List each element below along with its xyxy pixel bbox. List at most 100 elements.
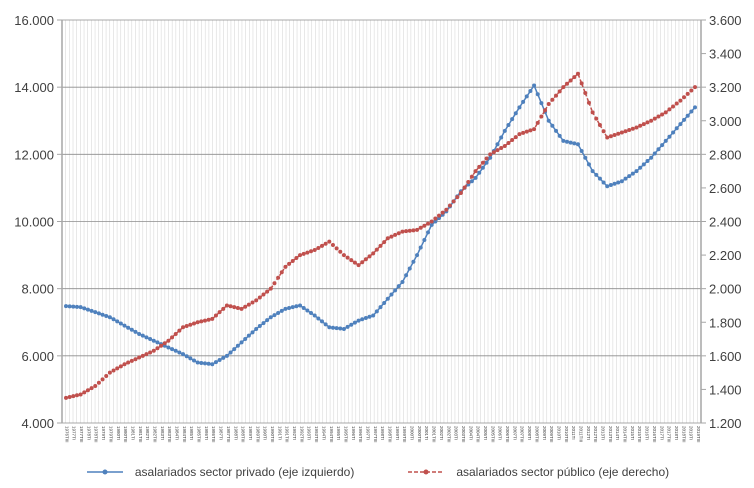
svg-text:1985TI: 1985TI (189, 426, 194, 440)
svg-text:3.400: 3.400 (709, 47, 742, 62)
svg-text:2008TIII: 2008TIII (534, 426, 539, 443)
series-public (64, 71, 697, 400)
svg-text:1989TIII: 1989TIII (255, 426, 260, 443)
legend-item-private: asalariados sector privado (eje izquierd… (85, 462, 354, 482)
svg-text:1991TIII: 1991TIII (285, 426, 290, 443)
svg-text:2015TIII: 2015TIII (637, 426, 642, 443)
legend-private-marker-icon (86, 469, 123, 475)
svg-text:6.000: 6.000 (21, 349, 54, 364)
svg-text:1979TI: 1979TI (101, 426, 106, 440)
legend-item-public: asalariados sector público (eje derecho) (406, 462, 669, 482)
svg-text:1992TI: 1992TI (292, 426, 297, 440)
svg-text:2019TI: 2019TI (689, 426, 694, 440)
svg-text:2000TIII: 2000TIII (417, 426, 422, 443)
svg-text:2014TI: 2014TI (615, 426, 620, 440)
svg-text:1987TI: 1987TI (219, 426, 224, 440)
svg-text:2013TIII: 2013TIII (608, 426, 613, 443)
svg-text:2.800: 2.800 (709, 147, 742, 162)
svg-text:2.000: 2.000 (709, 282, 742, 297)
svg-text:1993TI: 1993TI (307, 426, 312, 440)
svg-text:1984TIII: 1984TIII (182, 426, 187, 443)
x-axis-labels: 1976TIII 1977TI 1977TIII 1978TI 1978TIII 1979… (64, 426, 701, 443)
svg-text:10.000: 10.000 (14, 215, 54, 230)
svg-text:1988TIII: 1988TIII (241, 426, 246, 443)
svg-text:2004TI: 2004TI (468, 426, 473, 440)
svg-text:1981TI: 1981TI (130, 426, 135, 440)
svg-text:1.800: 1.800 (709, 315, 742, 330)
svg-text:2018TI: 2018TI (674, 426, 679, 440)
svg-text:2012TIII: 2012TIII (593, 426, 598, 443)
svg-text:1983TIII: 1983TIII (167, 426, 172, 443)
right-axis-labels: 1.200 1.400 1.600 1.800 2.000 2.200 2.400 2.600… (701, 13, 742, 431)
svg-text:3.600: 3.600 (709, 13, 742, 28)
svg-text:1996TIII: 1996TIII (358, 426, 363, 443)
svg-text:2.400: 2.400 (709, 215, 742, 230)
svg-text:2.200: 2.200 (709, 248, 742, 263)
svg-text:1982TIII: 1982TIII (152, 426, 157, 443)
svg-text:2002TIII: 2002TIII (446, 426, 451, 443)
svg-text:1989TI: 1989TI (248, 426, 253, 440)
svg-text:2003TIII: 2003TIII (461, 426, 466, 443)
svg-text:1981TIII: 1981TIII (138, 426, 143, 443)
svg-text:8.000: 8.000 (21, 282, 54, 297)
svg-text:2006TI: 2006TI (498, 426, 503, 440)
svg-text:2008TI: 2008TI (527, 426, 532, 440)
svg-text:2010TIII: 2010TIII (564, 426, 569, 443)
svg-text:2.600: 2.600 (709, 181, 742, 196)
svg-text:2006TIII: 2006TIII (505, 426, 510, 443)
svg-text:2004TIII: 2004TIII (476, 426, 481, 443)
svg-text:4.000: 4.000 (21, 416, 54, 431)
svg-text:2013TI: 2013TI (601, 426, 606, 440)
svg-text:1.400: 1.400 (709, 382, 742, 397)
svg-text:1990TI: 1990TI (263, 426, 268, 440)
svg-text:1997TIII: 1997TIII (373, 426, 378, 443)
svg-text:1993TIII: 1993TIII (314, 426, 319, 443)
series-private (64, 83, 697, 367)
svg-text:2000TI: 2000TI (410, 426, 415, 440)
svg-text:1986TIII: 1986TIII (211, 426, 216, 443)
svg-text:1977TIII: 1977TIII (79, 426, 84, 443)
svg-text:2014TIII: 2014TIII (623, 426, 628, 443)
svg-text:1978TIII: 1978TIII (94, 426, 99, 443)
svg-text:3.000: 3.000 (709, 114, 742, 129)
svg-text:1988TI: 1988TI (233, 426, 238, 440)
svg-text:1998TI: 1998TI (380, 426, 385, 440)
svg-text:1978TI: 1978TI (86, 426, 91, 440)
svg-text:2017TI: 2017TI (659, 426, 664, 440)
svg-text:2009TI: 2009TI (542, 426, 547, 440)
horizontal-gridlines (62, 19, 701, 424)
svg-text:2002TI: 2002TI (439, 426, 444, 440)
svg-text:2009TIII: 2009TIII (549, 426, 554, 443)
svg-text:2011TI: 2011TI (571, 426, 576, 440)
legend-public-label: asalariados sector público (eje derecho) (456, 465, 670, 479)
svg-text:3.200: 3.200 (709, 80, 742, 95)
svg-text:1.600: 1.600 (709, 349, 742, 364)
svg-text:1991TI: 1991TI (277, 426, 282, 440)
svg-text:2005TI: 2005TI (483, 426, 488, 440)
svg-text:1986TI: 1986TI (204, 426, 209, 440)
svg-text:1995TI: 1995TI (336, 426, 341, 440)
svg-text:1976TIII: 1976TIII (64, 426, 69, 443)
svg-text:1983TI: 1983TI (160, 426, 165, 440)
svg-text:1985TIII: 1985TIII (197, 426, 202, 443)
svg-text:1992TIII: 1992TIII (299, 426, 304, 443)
svg-text:1977TI: 1977TI (72, 426, 77, 440)
svg-text:1999TI: 1999TI (395, 426, 400, 440)
svg-text:1979TIII: 1979TIII (108, 426, 113, 443)
svg-text:2007TI: 2007TI (512, 426, 517, 440)
svg-text:1987TIII: 1987TIII (226, 426, 231, 443)
svg-text:1995TIII: 1995TIII (343, 426, 348, 443)
svg-text:2005TIII: 2005TIII (490, 426, 495, 443)
svg-text:1994TI: 1994TI (321, 426, 326, 440)
svg-text:2001TI: 2001TI (424, 426, 429, 440)
svg-text:1984TI: 1984TI (175, 426, 180, 440)
line-chart: 4.000 6.000 8.000 10.000 12.000 14.000 16.000 1… (14, 13, 742, 443)
left-axis-labels: 4.000 6.000 8.000 10.000 12.000 14.000 16.000 (14, 13, 62, 431)
svg-text:2016TI: 2016TI (645, 426, 650, 440)
svg-text:1980TIII: 1980TIII (123, 426, 128, 443)
svg-text:2001TIII: 2001TIII (432, 426, 437, 443)
svg-text:2003TI: 2003TI (454, 426, 459, 440)
svg-text:14.000: 14.000 (14, 80, 54, 95)
svg-text:2019TIII: 2019TIII (696, 426, 701, 443)
svg-text:1980TI: 1980TI (116, 426, 121, 440)
